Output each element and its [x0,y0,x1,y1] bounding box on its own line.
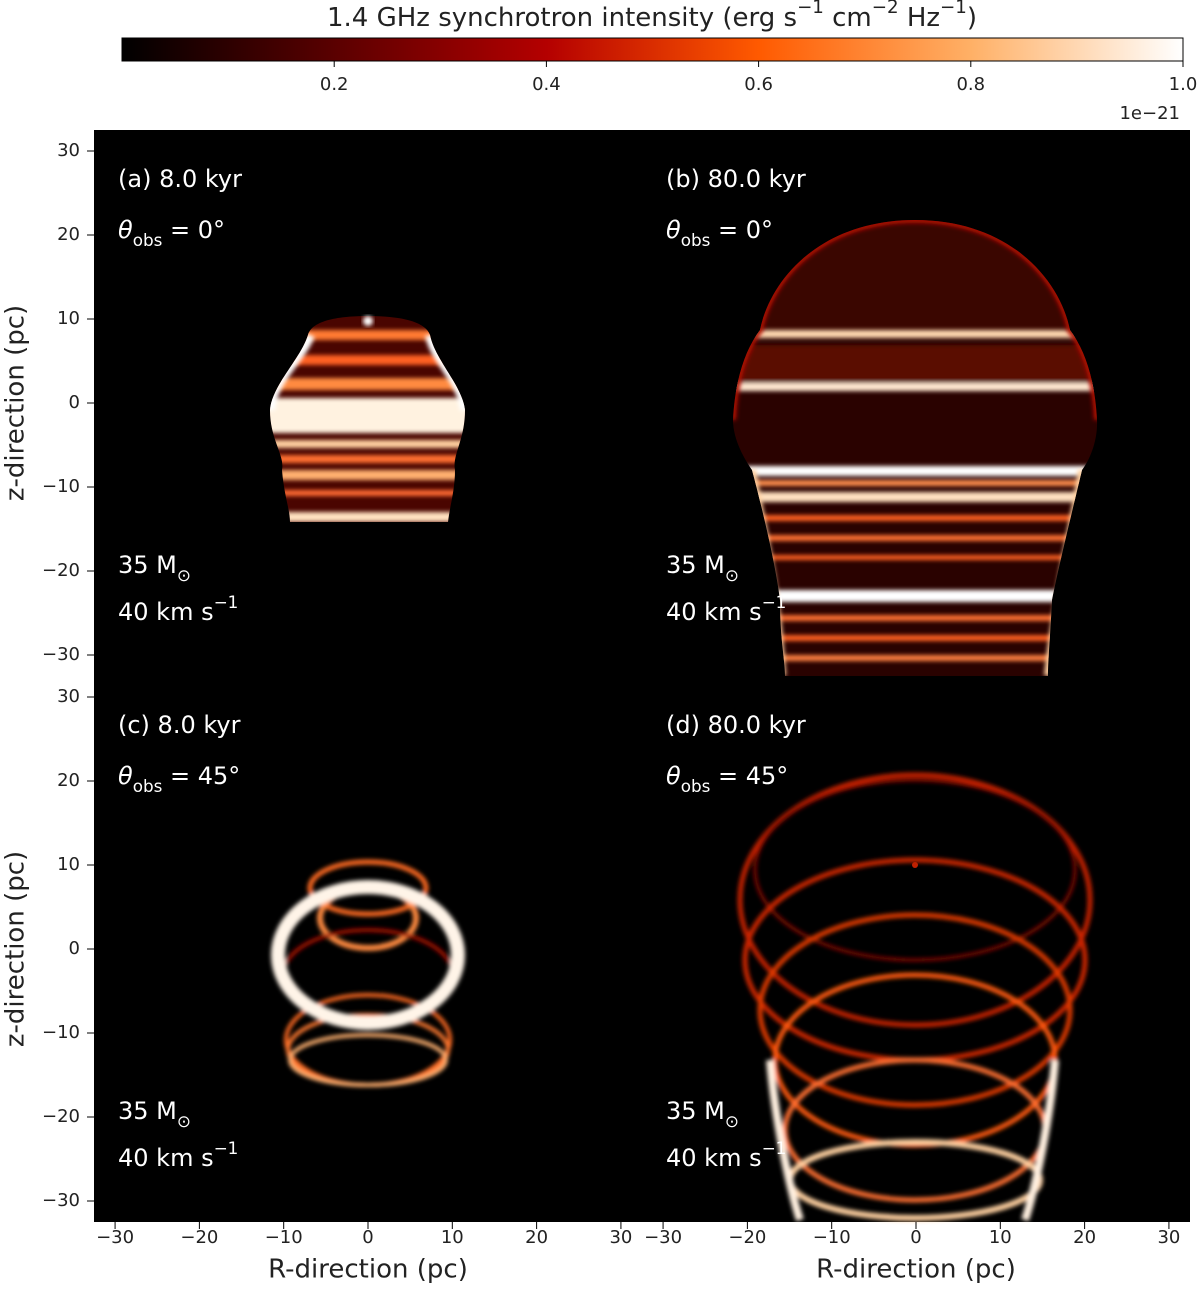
text-part: = 45° [710,762,788,790]
image-d [737,772,1093,1222]
x-tick-label: 10 [989,1227,1012,1248]
panel-title: (c) 8.0 kyr [118,711,241,739]
colorbar-label: 1.4 GHz synchrotron intensity (erg s−1 c… [327,0,977,33]
panel-title: (a) 8.0 kyr [118,165,242,193]
y-tick-label: −20 [42,1106,80,1127]
panel-angle: θobs = 0° [666,216,773,250]
text-part: −1 [214,592,239,612]
colorbar-tick-label: 0.6 [744,74,773,95]
colorbar-tick-label: 0.2 [320,74,349,95]
text-part: cm [824,3,872,33]
x-tick-label: 0 [910,1227,921,1248]
panel-velocity: 40 km s−1 [118,1138,238,1172]
colorbar-tick-label: 0.8 [956,74,985,95]
y-tick-label: −30 [42,1190,80,1211]
text-part: −2 [872,0,899,18]
panel-velocity: 40 km s−1 [666,1138,786,1172]
text-part: θ [666,762,681,790]
text-part: ⊙ [177,1111,191,1131]
x-tick-label: −20 [180,1227,218,1248]
x-tick-label: 20 [525,1227,548,1248]
y-tick-label: −20 [42,560,80,581]
panel-angle: θobs = 45° [666,762,788,796]
y-tick-label: 10 [57,854,80,875]
text-part: 35 M [118,1097,177,1125]
panel-angle: θobs = 45° [118,762,240,796]
y-tick-label: −30 [42,644,80,665]
x-tick-label: 30 [1157,1227,1180,1248]
x-tick-label: −10 [813,1227,851,1248]
panel-velocity: 40 km s−1 [666,592,786,626]
text-part: obs [133,230,163,250]
text-part: ⊙ [725,565,739,585]
text-part: = 0° [710,216,773,244]
text-part: −1 [762,1138,787,1158]
y-axis-label: z-direction (pc) [1,851,31,1047]
panel-mass: 35 M⊙ [118,551,191,585]
y-tick-label: −10 [42,476,80,497]
x-axis-label: R-direction (pc) [816,1255,1016,1285]
text-part: θ [666,216,681,244]
image-c [271,859,465,1087]
x-tick-label: 0 [362,1227,373,1248]
panel-angle: θobs = 0° [118,216,225,250]
colorbar [121,37,1184,62]
x-tick-label: −10 [265,1227,303,1248]
text-part: −1 [797,0,824,18]
y-tick-label: −10 [42,1022,80,1043]
text-part: ) [967,3,977,33]
y-tick-label: 30 [57,686,80,707]
text-part: 35 M [118,551,177,579]
text-part: −1 [214,1138,239,1158]
text-part: 35 M [666,551,725,579]
y-tick-label: 20 [57,770,80,791]
text-part: ⊙ [177,565,191,585]
text-part: 40 km s [118,598,214,626]
colorbar-tick-label: 1.0 [1169,74,1198,95]
text-part: −1 [762,592,787,612]
colorbar-tick-label: 0.4 [532,74,561,95]
x-tick-label: 20 [1073,1227,1096,1248]
text-part: obs [133,776,163,796]
panel-velocity: 40 km s−1 [118,592,238,626]
text-part: = 0° [162,216,225,244]
text-part: 35 M [666,1097,725,1125]
text-part: 40 km s [666,598,762,626]
text-part: θ [118,762,133,790]
panel-mass: 35 M⊙ [666,1097,739,1131]
panel-title: (b) 80.0 kyr [666,165,806,193]
x-tick-label: 30 [609,1227,632,1248]
x-axis-label: R-direction (pc) [268,1255,468,1285]
y-axis-label: z-direction (pc) [1,305,31,501]
text-part: −1 [940,0,967,18]
y-tick-label: 20 [57,224,80,245]
panel-mass: 35 M⊙ [118,1097,191,1131]
x-tick-label: −20 [728,1227,766,1248]
y-tick-label: 30 [57,140,80,161]
colorbar-offset: 1e−21 [1119,103,1180,124]
panel-mass: 35 M⊙ [666,551,739,585]
text-part: 40 km s [118,1144,214,1172]
y-tick-label: 0 [69,392,80,413]
text-part: obs [681,230,711,250]
text-part: Hz [899,3,940,33]
y-tick-label: 10 [57,308,80,329]
text-part: = 45° [162,762,240,790]
text-part: obs [681,776,711,796]
text-part: 1.4 GHz synchrotron intensity (erg s [327,3,797,33]
x-tick-label: −30 [96,1227,134,1248]
text-part: 40 km s [666,1144,762,1172]
x-tick-label: −30 [644,1227,682,1248]
text-part: θ [118,216,133,244]
panel-title: (d) 80.0 kyr [666,711,806,739]
text-part: ⊙ [725,1111,739,1131]
y-tick-label: 0 [69,938,80,959]
x-tick-label: 10 [441,1227,464,1248]
